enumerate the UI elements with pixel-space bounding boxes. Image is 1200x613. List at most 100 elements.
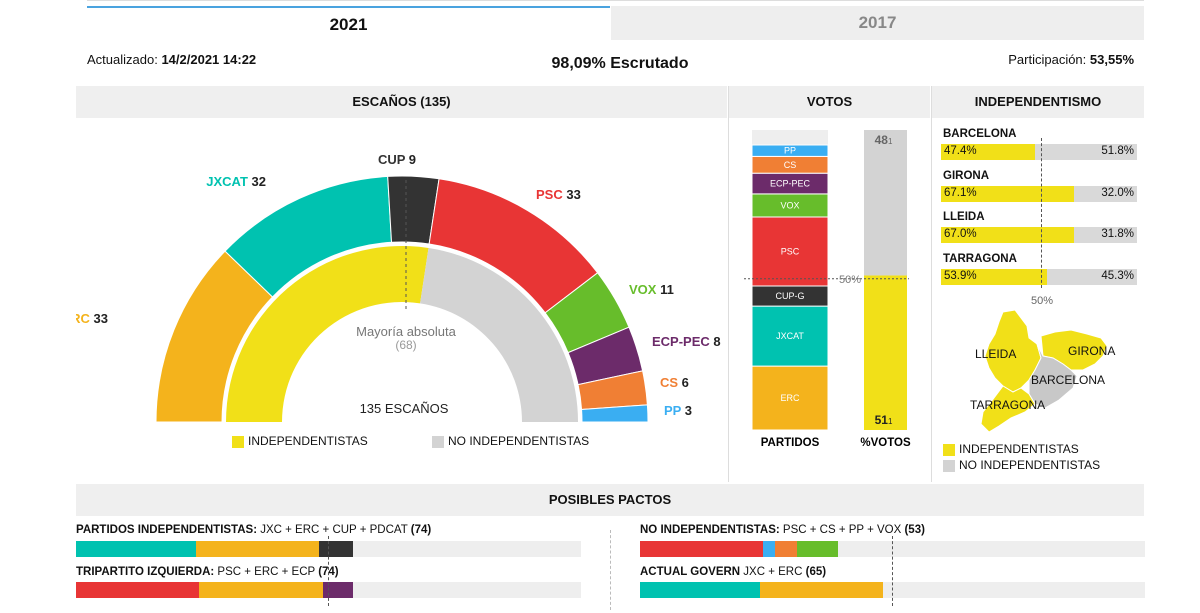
majority-value: (68) xyxy=(395,338,416,352)
participation-value: 53,55% xyxy=(1089,52,1134,67)
legend-swatch xyxy=(943,443,955,456)
pact-bold: ACTUAL GOVERN xyxy=(640,566,741,578)
pact-segment-erc xyxy=(759,582,884,598)
pact-total: (53) xyxy=(904,524,925,536)
legend-no-independentistas: NO INDEPENDENTISTAS xyxy=(432,434,589,448)
votos-header: VOTOS xyxy=(729,86,930,118)
votes-segment-label: JXCAT xyxy=(776,331,804,341)
party-name: VOX xyxy=(629,282,660,297)
pact-parties: PSC + CS + PP + VOX xyxy=(779,524,905,536)
pact-segment-erc xyxy=(199,582,323,598)
province-name: GIRONA xyxy=(943,170,989,182)
tab-2021[interactable]: 2021 xyxy=(87,6,610,42)
votes-bar-label: PARTIDOS xyxy=(761,437,820,449)
fifty-percent-label: 50% xyxy=(1031,295,1054,307)
pact-bold: NO INDEPENDENTISTAS: xyxy=(640,524,780,536)
party-seats: 8 xyxy=(713,334,720,349)
votes-share-independentistas xyxy=(864,275,907,430)
province-bar-barcelona: 47.4% 51.8% xyxy=(941,144,1137,160)
map-region-barcelona xyxy=(1028,343,1078,409)
legend-swatch xyxy=(432,435,444,448)
independentistas-value: 53.9% xyxy=(944,270,977,282)
escanos-header: ESCAÑOS (135) xyxy=(76,86,727,118)
pact-title-independentistas: PARTIDOS INDEPENDENTISTAS: JXC + ERC + C… xyxy=(76,524,431,536)
province-bar-girona: 67.1% 32.0% xyxy=(941,186,1137,202)
no-independentistas-value: 51.8% xyxy=(1101,145,1134,157)
map-legend-independentistas: INDEPENDENTISTAS xyxy=(943,442,1079,456)
province-bar-tarragona: 53.9% 45.3% xyxy=(941,269,1137,285)
votes-segment-label: CUP-G xyxy=(776,291,805,301)
legend-swatch xyxy=(232,435,244,448)
party-seats: 32 xyxy=(252,174,266,189)
votes-segment-label: CS xyxy=(784,160,797,170)
votes-segment-erc xyxy=(751,365,829,431)
map-label-lleida: LLEIDA xyxy=(975,347,1016,361)
seat-label-pp: PP 3 xyxy=(664,403,692,418)
votes-share-value: 481 xyxy=(875,133,893,147)
participation-info: Participación: 53,55% xyxy=(1008,52,1134,67)
party-seats: 3 xyxy=(685,403,692,418)
pact-bold: TRIPARTITO IZQUIERDA: xyxy=(76,566,215,578)
independentismo-header: INDEPENDENTISMO xyxy=(932,86,1144,118)
no-independentistas-value: 32.0% xyxy=(1101,187,1134,199)
catalonia-map: LLEIDA GIRONA BARCELONA TARRAGONA xyxy=(970,309,1115,433)
party-seats: 6 xyxy=(682,375,689,390)
independentistas-value: 67.1% xyxy=(944,187,977,199)
party-name: PP xyxy=(664,403,685,418)
value-dec: 1 xyxy=(888,137,893,146)
pact-title-no-independentistas: NO INDEPENDENTISTAS: PSC + CS + PP + VOX… xyxy=(640,524,925,536)
votes-bar-label: %VOTOS xyxy=(860,437,911,449)
fifty-percent-line xyxy=(1041,138,1042,288)
independentistas-value: 67.0% xyxy=(944,228,977,240)
map-legend-no-independentistas: NO INDEPENDENTISTAS xyxy=(943,458,1100,472)
votes-segment-label: PP xyxy=(784,146,796,156)
updated-info: Actualizado: 14/2/2021 14:22 xyxy=(87,52,256,67)
pact-segment-cs xyxy=(774,541,798,557)
value-int: 51 xyxy=(875,413,889,427)
seat-segment-pp xyxy=(581,404,649,423)
ring-independentistas xyxy=(226,245,429,422)
votes-segment-label: VOX xyxy=(780,200,799,210)
seat-label-psc: PSC 33 xyxy=(536,187,581,202)
votes-share-no-independentistas xyxy=(864,130,907,276)
votes-segment-pp xyxy=(751,144,829,157)
party-name: PSC xyxy=(536,187,566,202)
votes-segment-label: ECP-PEC xyxy=(770,179,811,189)
value-dec: 1 xyxy=(888,417,893,426)
pact-segment-ecp-pec xyxy=(322,582,353,598)
party-seats: 11 xyxy=(660,282,674,297)
votes-share-value: 511 xyxy=(875,413,893,427)
pact-segment-psc xyxy=(640,541,764,557)
tab-2017[interactable]: 2017 xyxy=(611,6,1144,40)
party-seats: 9 xyxy=(409,152,416,167)
party-name: CS xyxy=(660,375,682,390)
pact-total: (74) xyxy=(410,524,432,536)
votes-segment-jxcat xyxy=(751,305,829,367)
pactos-divider xyxy=(610,530,611,610)
province-bar-lleida: 67.0% 31.8% xyxy=(941,227,1137,243)
majority-label: Mayoría absoluta xyxy=(356,324,456,339)
map-label-barcelona: BARCELONA xyxy=(1031,373,1105,387)
pact-segment-cup xyxy=(319,541,353,557)
province-name: LLEIDA xyxy=(943,211,985,223)
party-name: CUP xyxy=(378,152,409,167)
votes-fifty-label: 50% xyxy=(839,274,861,286)
pact-segment-jxcat xyxy=(76,541,196,557)
seat-label-ecp-pec: ECP-PEC 8 xyxy=(652,334,721,349)
independentistas-fill xyxy=(941,227,1074,243)
map-label-tarragona: TARRAGONA xyxy=(970,398,1045,412)
legend-swatch xyxy=(943,459,955,472)
pactos-header: POSIBLES PACTOS xyxy=(76,484,1144,516)
independentistas-fill xyxy=(941,186,1074,202)
votes-segment-label: ERC xyxy=(780,393,800,403)
party-seats: 33 xyxy=(94,311,108,326)
no-independentistas-value: 45.3% xyxy=(1101,270,1134,282)
pact-segment-vox xyxy=(797,541,839,557)
no-independentistas-value: 31.8% xyxy=(1101,228,1134,240)
tab-strip-border xyxy=(87,0,1144,1)
independentistas-value: 47.4% xyxy=(944,145,977,157)
independentistas-fill xyxy=(941,144,1035,160)
votes-segment-label: PSC xyxy=(781,247,800,257)
independentistas-fill xyxy=(941,269,1048,285)
seat-label-erc: ERC 33 xyxy=(76,311,108,326)
